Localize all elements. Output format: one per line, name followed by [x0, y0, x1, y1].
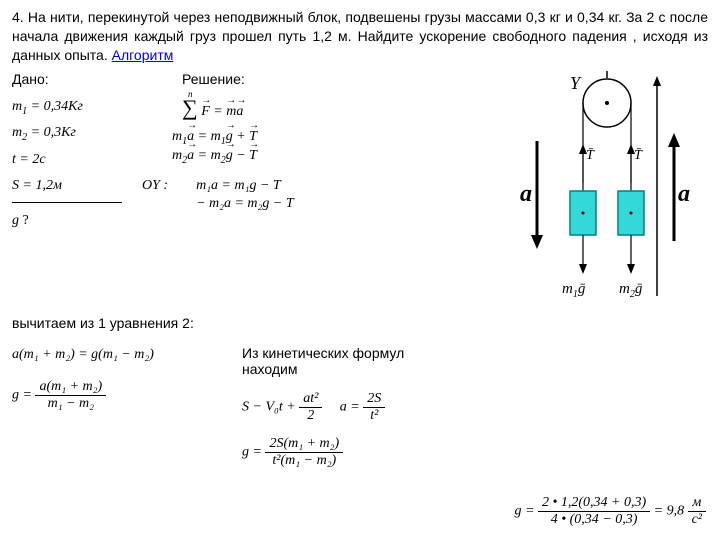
given-m2: m2 = 0,3Кг	[12, 121, 142, 146]
eq-sumF: ∑n F = ma	[182, 95, 422, 121]
pulley-diagram: Y T̄ T̄ a	[422, 71, 692, 311]
given-title: Дано:	[12, 71, 142, 87]
eq-g2: g = 2S(m₁ + m₂)t²(m₁ − m₂)	[242, 436, 422, 469]
solution-title: Решение:	[182, 71, 422, 87]
subtract-note: вычитаем из 1 уравнения 2:	[12, 315, 708, 331]
svg-text:T̄: T̄	[586, 148, 595, 163]
y-axis-label: Y	[570, 73, 582, 93]
eq-oy1: m₁a = m₁g − T	[196, 178, 294, 194]
eq-final: g = 2 • 1,2(0,34 + 0,3)4 • (0,34 − 0,3) …	[514, 495, 706, 528]
problem-statement: 4. На нити, перекинутой через неподвижны…	[12, 8, 708, 65]
svg-text:a⃗: a⃗	[678, 181, 692, 207]
kinematic-label: Из кинетических формул находим	[242, 345, 422, 377]
algorithm-link[interactable]: Алгоритм	[112, 47, 174, 63]
svg-text:m2ḡ: m2ḡ	[619, 281, 643, 300]
eq-vec2: m2a = m2g − T	[172, 148, 422, 166]
given-column: Дано: m1 = 0,34Кг m2 = 0,3Кг t = 2с S = …	[12, 71, 142, 311]
given-S: S = 1,2м	[12, 174, 142, 198]
given-find: g ?	[12, 209, 142, 233]
eq-combined: a(m₁ + m₂) = g(m₁ − m₂)	[12, 347, 242, 363]
problem-number: 4.	[12, 9, 24, 25]
eq-g: g = a(m₁ + m₂)m₁ − m₂	[12, 379, 242, 412]
given-m1: m1 = 0,34Кг	[12, 95, 142, 120]
eq-oy2: − m₂a = m₂g − T	[196, 196, 294, 212]
solution-column: Решение: ∑n F = ma m1a = m1g + T m2a = m…	[142, 71, 422, 311]
svg-text:m1ḡ: m1ḡ	[562, 281, 586, 300]
given-t: t = 2с	[12, 148, 142, 172]
figure-column: Y T̄ T̄ a	[422, 71, 708, 311]
svg-text:a⃗: a⃗	[520, 181, 551, 207]
eq-vec1: m1a = m1g + T	[172, 129, 422, 147]
oy-label: OY :	[142, 178, 168, 194]
given-divider	[12, 202, 122, 203]
eq-S: S − V₀t + at²2 a = 2St²	[242, 391, 422, 424]
svg-text:T̄: T̄	[634, 148, 643, 163]
